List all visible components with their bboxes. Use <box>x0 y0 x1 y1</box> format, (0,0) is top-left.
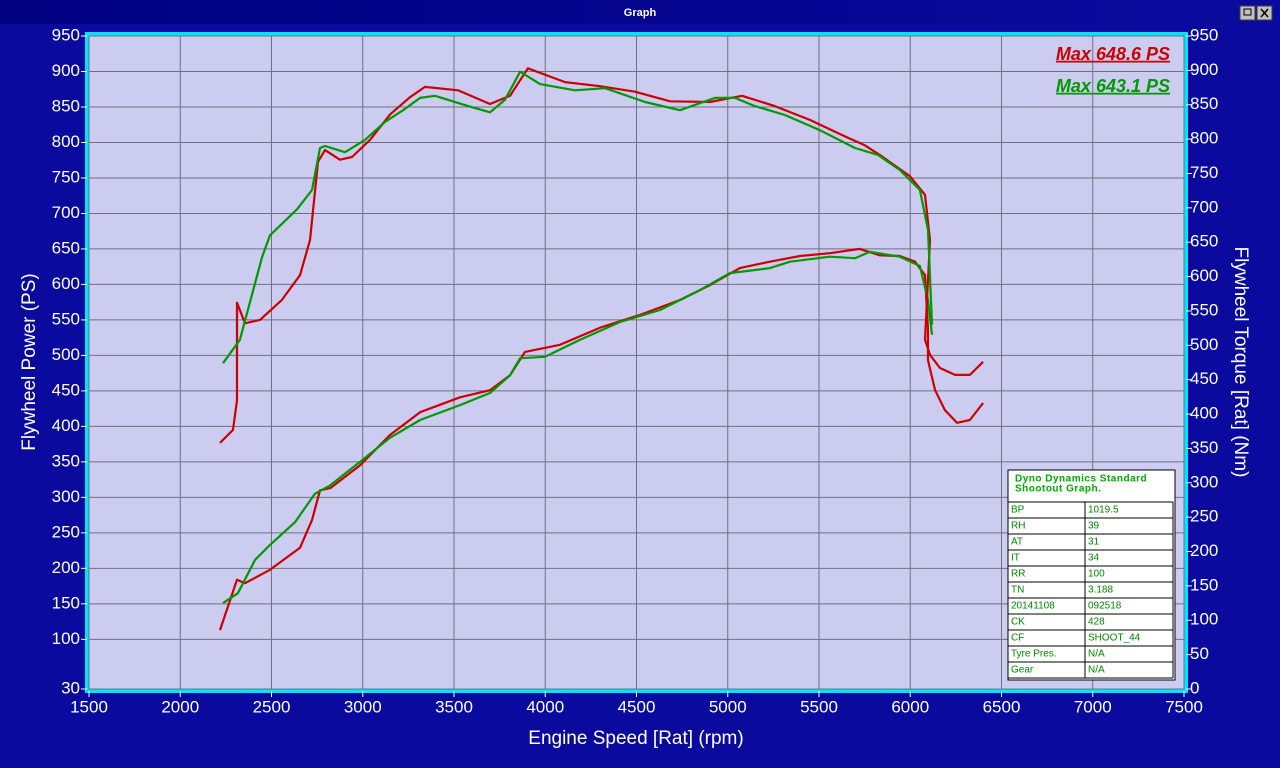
y2-tick-label: 150 <box>1190 575 1218 594</box>
y2-tick-label: 200 <box>1190 541 1218 560</box>
y-tick-label: 100 <box>52 629 80 648</box>
info-cell: 31 <box>1088 537 1100 548</box>
curve <box>218 247 984 631</box>
legend-entry: Max 643.1 PS <box>1056 76 1170 96</box>
y-tick-label: 550 <box>52 309 80 328</box>
info-cell: 34 <box>1088 553 1100 564</box>
curve <box>219 67 984 444</box>
y2-tick-label: 600 <box>1190 266 1218 285</box>
x-axis-title: Engine Speed [Rat] (rpm) <box>528 728 743 749</box>
info-cell: 100 <box>1088 569 1105 580</box>
y2-tick-label: 950 <box>1190 25 1218 44</box>
info-cell: SHOOT_44 <box>1088 633 1141 644</box>
y2-tick-label: 550 <box>1190 300 1218 319</box>
restore-icon <box>1243 8 1252 16</box>
curve <box>222 250 934 605</box>
x-tick-label: 7500 <box>1165 697 1203 716</box>
y2-axis-title: Flywheel Torque [Rat] (Nm) <box>1230 247 1251 478</box>
x-tick-label: 1500 <box>70 697 108 716</box>
y2-tick-label: 100 <box>1190 610 1218 629</box>
close-icon <box>1260 8 1269 18</box>
y-tick-label: 600 <box>52 274 80 293</box>
info-cell: CK <box>1011 617 1025 628</box>
info-cell: 20141108 <box>1011 601 1055 612</box>
info-table-title: Dyno Dynamics Standard <box>1015 474 1147 485</box>
y-tick-label: 500 <box>52 345 80 364</box>
info-cell: N/A <box>1088 665 1105 676</box>
y2-tick-label: 500 <box>1190 335 1218 354</box>
x-tick-label: 6000 <box>891 697 929 716</box>
info-cell: N/A <box>1088 649 1105 660</box>
y-tick-label: 850 <box>52 96 80 115</box>
x-tick-label: 4000 <box>526 697 564 716</box>
x-tick-label: 3500 <box>435 697 473 716</box>
info-cell: RR <box>1011 569 1025 580</box>
y2-tick-label: 850 <box>1190 94 1218 113</box>
info-cell: 428 <box>1088 617 1105 628</box>
y2-tick-label: 650 <box>1190 232 1218 251</box>
y2-tick-label: 400 <box>1190 404 1218 423</box>
x-tick-label: 5000 <box>709 697 747 716</box>
y-tick-label: 900 <box>52 61 80 80</box>
info-cell: IT <box>1011 553 1020 564</box>
grid <box>88 35 1185 690</box>
info-cell: BP <box>1011 505 1025 516</box>
window-title: Graph <box>624 7 657 19</box>
x-tick-label: 6500 <box>983 697 1021 716</box>
info-cell: AT <box>1011 537 1023 548</box>
info-table-title: Shootout Graph. <box>1015 484 1101 495</box>
y-tick-label: 800 <box>52 132 80 151</box>
y-tick-label: 250 <box>52 522 80 541</box>
info-cell: 39 <box>1088 521 1100 532</box>
y-tick-label: 350 <box>52 451 80 470</box>
x-tick-label: 4500 <box>618 697 656 716</box>
info-cell: 092518 <box>1088 601 1122 612</box>
restore-button[interactable] <box>1239 5 1256 21</box>
y-tick-label: 450 <box>52 380 80 399</box>
info-cell: TN <box>1011 585 1024 596</box>
y2-tick-label: 50 <box>1190 644 1209 663</box>
y-tick-label: 400 <box>52 416 80 435</box>
info-table-frame <box>1007 469 1176 681</box>
legend: Max 648.6 PS Max 643.1 PS <box>1056 44 1170 96</box>
info-cell: CF <box>1011 633 1024 644</box>
info-cell: 3.188 <box>1088 585 1113 596</box>
y2-tick-label: 700 <box>1190 197 1218 216</box>
y-tick-label: 150 <box>52 593 80 612</box>
y-tick-label: 750 <box>52 167 80 186</box>
y-tick-label: 300 <box>52 487 80 506</box>
y-tick-label: 700 <box>52 203 80 222</box>
info-cell: Gear <box>1011 665 1034 676</box>
y2-tick-label: 900 <box>1190 60 1218 79</box>
y-axis-title: Flywheel Power (PS) <box>19 273 40 450</box>
x-tick-label: 2000 <box>161 697 199 716</box>
curve <box>222 70 934 364</box>
y-tick-label: 200 <box>52 558 80 577</box>
x-tick-label: 7000 <box>1074 697 1112 716</box>
y2-tick-label: 450 <box>1190 369 1218 388</box>
y-tick-label: 30 <box>61 678 80 697</box>
title-bar <box>0 0 1280 24</box>
x-tick-label: 5500 <box>800 697 838 716</box>
y-tick-label: 650 <box>52 238 80 257</box>
y2-tick-label: 800 <box>1190 129 1218 148</box>
legend-entry: Max 648.6 PS <box>1056 44 1170 64</box>
info-cell: Tyre Pres. <box>1011 649 1057 660</box>
y2-tick-label: 750 <box>1190 163 1218 182</box>
curves <box>218 67 984 631</box>
y2-tick-label: 350 <box>1190 438 1218 457</box>
info-cell: 1019.5 <box>1088 505 1119 516</box>
y2-tick-label: 0 <box>1190 678 1199 697</box>
y2-tick-label: 250 <box>1190 507 1218 526</box>
x-tick-label: 2500 <box>253 697 291 716</box>
y2-tick-label: 300 <box>1190 472 1218 491</box>
x-tick-label: 3000 <box>344 697 382 716</box>
info-cell: RH <box>1011 521 1025 532</box>
y-tick-label: 950 <box>52 25 80 44</box>
